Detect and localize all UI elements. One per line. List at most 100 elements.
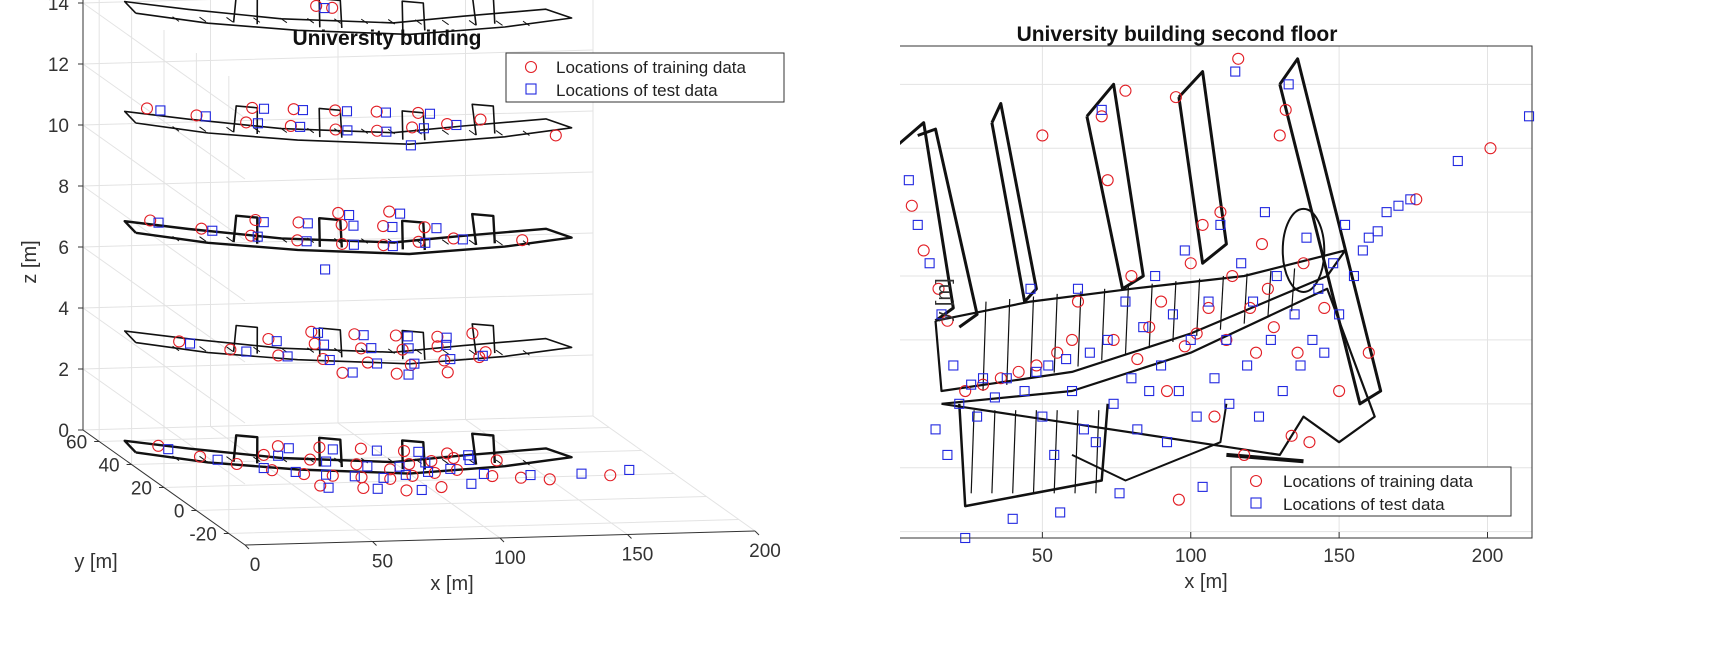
z-axis-label: z [m] <box>19 240 41 283</box>
training-point <box>1297 257 1310 270</box>
test-point <box>1108 398 1119 409</box>
test-point <box>478 468 489 479</box>
floor-outline <box>123 110 573 145</box>
test-point <box>441 339 452 350</box>
training-point <box>326 469 339 482</box>
training-point <box>543 473 556 486</box>
chart-2d-second-floor: 050100150200010203040506070 University b… <box>900 23 1535 593</box>
training-point <box>466 327 479 340</box>
floor-room-wall <box>226 456 234 462</box>
floor-room-wall <box>334 457 342 463</box>
floor-room-wall <box>253 17 261 23</box>
test-point <box>1307 334 1318 345</box>
floor-room-wall <box>387 19 395 25</box>
test-point <box>1126 373 1137 384</box>
legend-test-marker <box>1250 497 1262 509</box>
floor-wing <box>401 439 426 470</box>
test-point <box>319 3 330 14</box>
training-point <box>1285 429 1298 442</box>
training-point <box>335 218 348 231</box>
training-point <box>354 442 367 455</box>
training-point <box>1202 301 1215 315</box>
test-point <box>1150 270 1161 282</box>
test-point <box>258 462 269 474</box>
floor-wing <box>471 432 496 465</box>
test-point <box>1114 488 1125 499</box>
test-point <box>413 446 424 457</box>
test-point <box>1313 283 1324 294</box>
floor-room-wall <box>522 459 530 466</box>
test-point <box>1230 66 1241 77</box>
test-point <box>1179 245 1190 256</box>
training-point <box>384 472 397 485</box>
floor-room-wall <box>522 130 530 136</box>
floor-room-wall <box>387 458 395 464</box>
room-wall <box>1243 273 1248 324</box>
floor-room-wall <box>441 349 449 355</box>
training-point <box>1178 340 1191 353</box>
training-point <box>441 366 454 379</box>
test-point <box>1452 155 1463 167</box>
training-point <box>447 451 460 465</box>
legend: Locations of training data Locations of … <box>1230 466 1512 517</box>
test-point <box>466 478 477 489</box>
floor-wing <box>471 323 496 355</box>
wing-outline <box>1278 57 1383 406</box>
floor-room-wall <box>226 17 234 23</box>
test-point <box>241 346 252 357</box>
z-tick-label: 2 <box>58 360 69 381</box>
training-point <box>224 343 237 356</box>
floor-room-wall <box>468 20 476 26</box>
y-tick-label: -20 <box>189 525 216 546</box>
test-point <box>1372 226 1383 237</box>
wing-outline <box>900 121 955 323</box>
room-wall <box>1053 293 1058 373</box>
test-point <box>1049 449 1060 460</box>
training-point <box>1155 295 1168 308</box>
test-point <box>1096 104 1107 115</box>
axes-box <box>900 45 1533 539</box>
test-point <box>451 119 462 131</box>
test-point <box>347 367 358 378</box>
test-point <box>942 449 953 460</box>
training-point <box>479 346 492 359</box>
test-point <box>1340 219 1351 230</box>
floor-room-wall <box>172 126 180 132</box>
training-point <box>297 468 311 481</box>
training-point <box>389 329 402 342</box>
training-point <box>287 103 300 116</box>
training-point <box>396 343 409 356</box>
training-point <box>1143 321 1156 334</box>
room-wall <box>1219 275 1224 330</box>
training-point <box>1071 295 1085 308</box>
test-point <box>1090 437 1101 448</box>
test-point <box>1357 245 1368 256</box>
test-point <box>409 358 420 369</box>
floor-room-wall <box>280 17 288 24</box>
test-point <box>302 218 313 229</box>
test-point <box>1271 270 1282 282</box>
test-point <box>1156 360 1167 371</box>
training-point <box>1484 142 1497 155</box>
x-tick-label: 200 <box>749 541 781 562</box>
test-point <box>1381 207 1392 218</box>
legend-test-label: Locations of test data <box>556 81 718 100</box>
z-tick-label: 8 <box>58 177 69 198</box>
room-wall <box>970 410 975 494</box>
training-point <box>474 113 487 126</box>
test-point <box>163 444 174 455</box>
floor-room-wall <box>307 457 315 463</box>
training-point <box>336 366 349 379</box>
x-tick-label: 200 <box>1472 546 1504 567</box>
floor-wing <box>471 103 496 136</box>
room-wall <box>1172 281 1177 343</box>
test-point <box>403 369 414 380</box>
room-wall <box>1101 288 1106 361</box>
test-point <box>252 118 264 129</box>
training-point <box>1051 346 1064 359</box>
training-point <box>428 466 441 479</box>
test-point <box>381 126 392 137</box>
test-point <box>153 217 164 228</box>
floor-plans-3d <box>123 0 573 475</box>
